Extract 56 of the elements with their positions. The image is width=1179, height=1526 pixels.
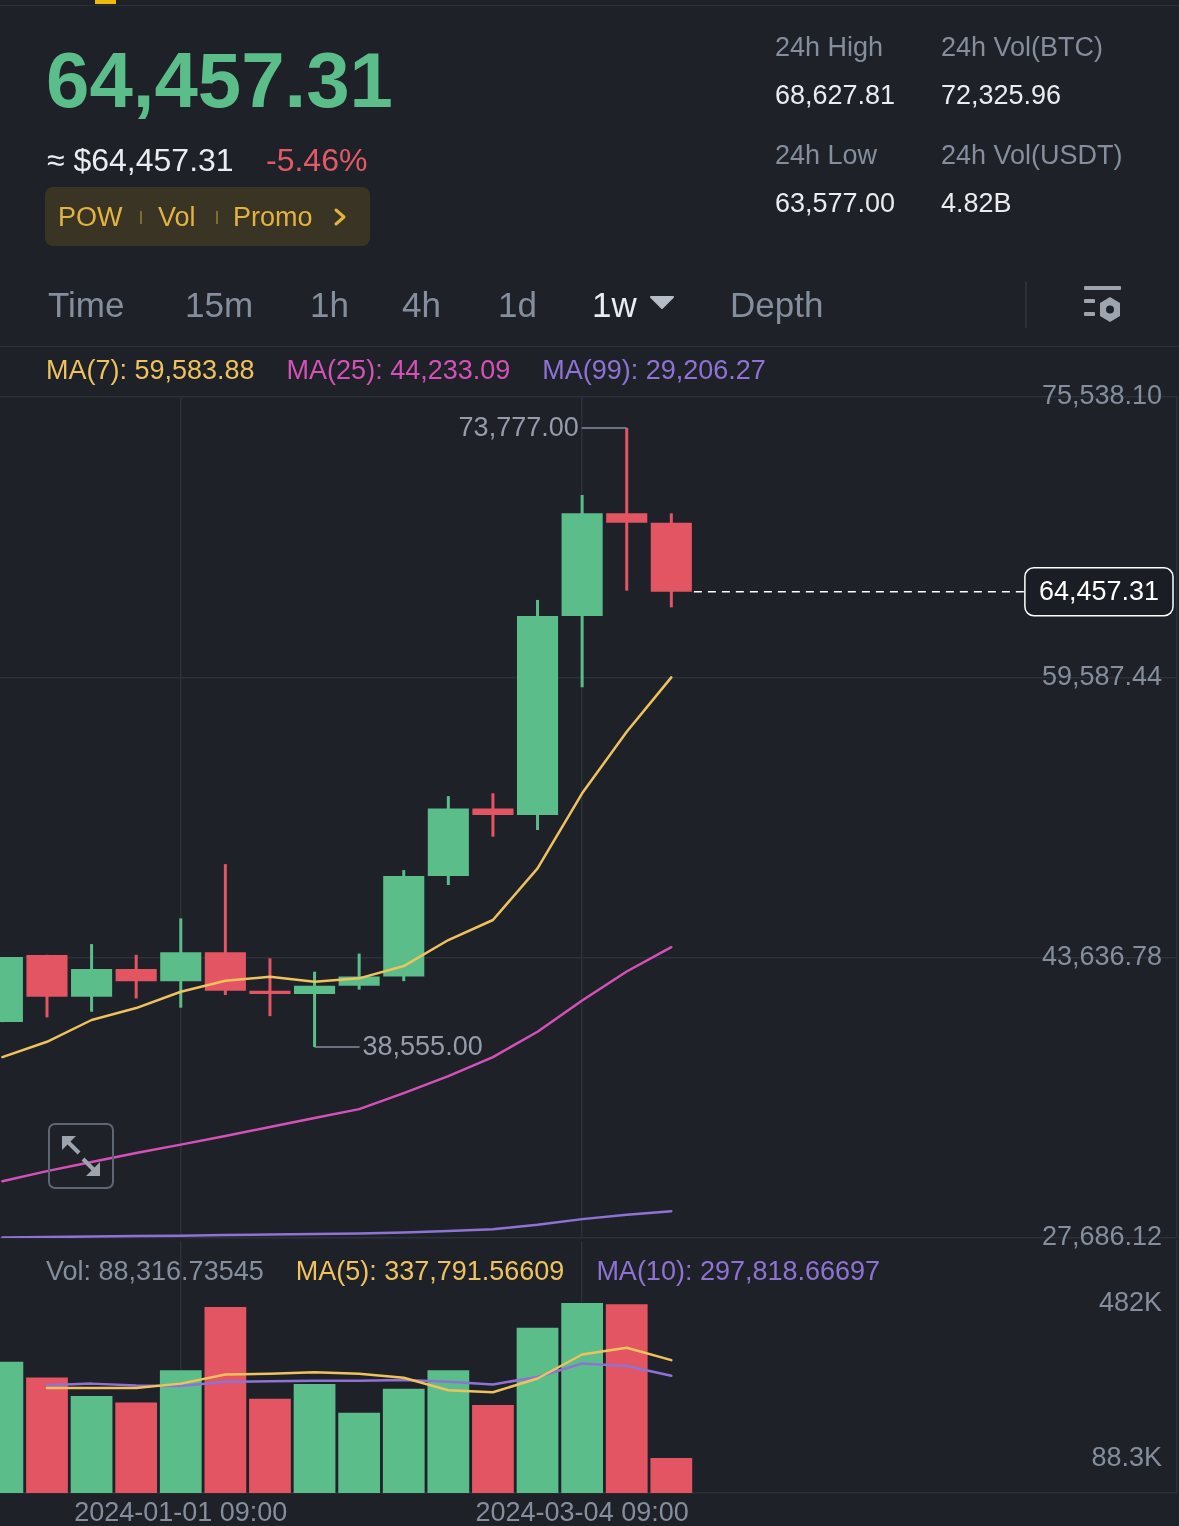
bar (249, 1398, 291, 1493)
text: MA(99): 29,206.27 (542, 355, 766, 386)
bar (338, 1412, 381, 1493)
ref-line-label: 64,457.31 (1038, 576, 1159, 607)
text: Time (48, 285, 125, 324)
text: MA(5): 337,791.56609 (295, 1255, 565, 1286)
bar (204, 1306, 247, 1493)
text: ≈ $64,457.31 (47, 142, 234, 178)
y-tick-label: 482K (1098, 1286, 1162, 1317)
annotation: 38,555.00 (362, 1031, 483, 1062)
bar (70, 1395, 113, 1493)
bar (115, 1402, 158, 1493)
text: 24h Vol(USDT) (941, 140, 1123, 170)
bar (382, 1388, 425, 1493)
text: 24h Low (775, 140, 878, 170)
text: 72,325.96 (941, 80, 1062, 110)
text: 4h (402, 285, 441, 324)
text: MA(25): 44,233.09 (286, 355, 511, 386)
text: 4.82B (941, 188, 1012, 218)
y-tick-label: 27,686.12 (1041, 1221, 1162, 1252)
bar (159, 1370, 202, 1493)
bar (516, 1327, 559, 1493)
x-tick-label: 2024-01-01 09:00 (74, 1496, 288, 1526)
x-tick-label: 2024-03-04 09:00 (475, 1496, 689, 1526)
text: 63,577.00 (775, 188, 896, 218)
bar (561, 1303, 604, 1493)
candlestick (472, 793, 514, 837)
text: 24h High (775, 32, 884, 62)
text: 1h (310, 285, 349, 324)
text: 1d (498, 285, 537, 324)
candlestick (294, 971, 336, 1047)
text: 64,457.31 (46, 36, 394, 124)
candlestick (249, 958, 291, 1018)
bar (472, 1404, 514, 1493)
text: 24h Vol(BTC) (941, 32, 1104, 62)
y-tick-label: 59,587.44 (1041, 660, 1162, 691)
text: -5.46% (266, 142, 368, 178)
y-tick-label: 43,636.78 (1041, 941, 1162, 972)
bar (605, 1304, 648, 1493)
text: 1w (592, 285, 637, 324)
text: POW (58, 202, 123, 232)
candlestick (606, 426, 648, 591)
text: MA(10): 297,818.66697 (596, 1255, 881, 1286)
text: 15m (185, 285, 254, 324)
y-tick-label: 88.3K (1091, 1441, 1162, 1472)
text: Depth (730, 285, 824, 324)
text: MA(7): 59,583.88 (46, 355, 255, 386)
bar (427, 1370, 470, 1493)
text: 68,627.81 (775, 80, 896, 110)
bar (650, 1457, 693, 1493)
bar (293, 1384, 336, 1493)
y-tick-label: 75,538.10 (1041, 380, 1162, 411)
text: Promo (233, 202, 313, 232)
annotation: 73,777.00 (458, 412, 579, 443)
text: Vol (158, 202, 196, 232)
annotation: Vol: 88,316.73545 (46, 1255, 264, 1286)
